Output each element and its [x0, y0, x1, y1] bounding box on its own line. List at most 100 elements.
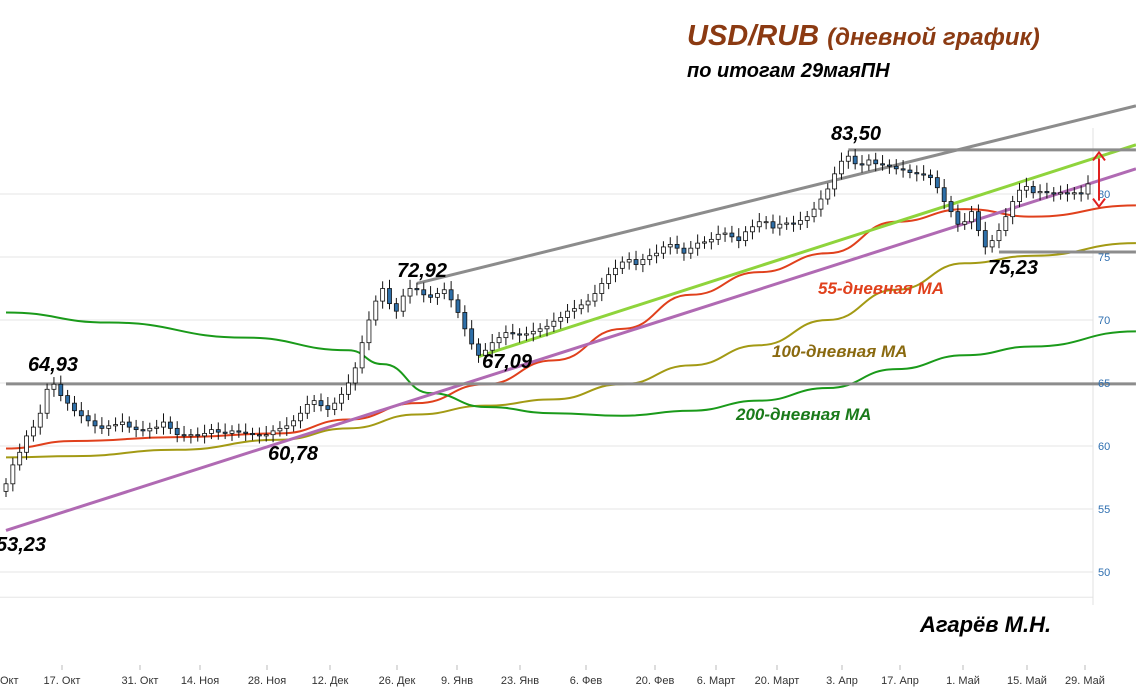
candle-down: [948, 201, 954, 213]
moving-average-lines: [5, 204, 1136, 459]
candle-down: [256, 434, 262, 437]
candle-up: [969, 211, 974, 223]
trend-lines: [5, 104, 1136, 532]
x-tick-label: 29. Май: [1065, 675, 1105, 687]
candle-down: [174, 427, 180, 436]
candle-up: [1071, 192, 1077, 195]
candle-up: [688, 247, 694, 254]
author-signature: Агарёв М.Н.: [920, 612, 1052, 637]
candle-up: [332, 402, 338, 410]
range-arrow-icon: [1092, 150, 1106, 209]
candle-down: [428, 294, 433, 298]
candle-up: [44, 388, 50, 414]
candle-up: [558, 317, 564, 322]
candle-down: [941, 187, 947, 202]
title-suffix: (дневной график): [827, 24, 1040, 51]
candle-up: [1023, 186, 1029, 191]
candle-up: [352, 367, 358, 384]
candlestick-series: [3, 149, 1091, 498]
candle-up: [1085, 183, 1091, 195]
x-tick-label: 6. Фев: [570, 675, 603, 687]
annotation-label: 67,09: [482, 351, 533, 373]
candle-up: [229, 430, 235, 434]
arrow-up-head: [1092, 150, 1106, 162]
ma-labels: 55-дневная МА 100-дневная МА 200-дневная…: [735, 279, 944, 424]
candle-up: [1058, 192, 1064, 195]
candle-up: [503, 332, 509, 339]
channel-upper-line: [416, 104, 1136, 285]
candle-down: [770, 221, 776, 229]
candle-up: [695, 242, 701, 249]
candle-down: [893, 165, 899, 170]
candle-up: [188, 434, 194, 437]
candle-up: [606, 274, 612, 284]
candle-down: [236, 430, 242, 433]
candle-up: [804, 216, 810, 221]
candle-up: [750, 226, 755, 233]
x-tick-label: 31. Окт: [122, 675, 159, 687]
candle-up: [551, 320, 557, 327]
candle-down: [78, 410, 84, 417]
candle-up: [626, 259, 632, 263]
candle-up: [578, 304, 584, 310]
price-annotations: 64,93 53,23 60,78 72,92 67,09 83,50 75,23: [0, 123, 1038, 556]
candle-up: [565, 310, 570, 318]
candle-up: [346, 382, 351, 395]
x-tick-label: 17. Апр: [881, 675, 919, 687]
candle-up: [825, 188, 831, 200]
x-tick-label: Окт: [0, 675, 19, 687]
chart-subtitle: по итогам 29маяПН: [687, 60, 890, 82]
candle-down: [72, 402, 77, 412]
candle-up: [51, 383, 57, 390]
candle-down: [250, 432, 255, 436]
candle-down: [1044, 191, 1050, 194]
candle-up: [797, 220, 803, 225]
candle-down: [215, 429, 221, 433]
annotation-label: 75,23: [988, 257, 1038, 279]
x-tick-label: 23. Янв: [501, 675, 539, 687]
candle-up: [1017, 189, 1022, 202]
title-pair: USD/RUB: [687, 20, 820, 52]
annotation-label: 64,93: [28, 354, 78, 376]
candle-up: [120, 421, 125, 425]
candle-up: [435, 293, 440, 298]
candle-up: [811, 208, 817, 218]
candle-down: [955, 211, 961, 225]
candle-up: [10, 464, 16, 485]
candle-up: [708, 238, 714, 243]
candle-up: [640, 259, 646, 265]
chart-title: USD/RUB (дневной график): [687, 20, 1040, 53]
candle-down: [736, 236, 742, 242]
candle-up: [784, 222, 790, 225]
candle-up: [161, 421, 166, 428]
candle-up: [359, 342, 365, 369]
candle-up: [647, 255, 653, 260]
annotation-label: 83,50: [831, 123, 881, 145]
candle-up: [263, 434, 269, 437]
y-tick-label: 60: [1098, 441, 1110, 453]
candle-up: [304, 404, 310, 414]
candle-up: [284, 425, 290, 429]
annotation-label: 53,23: [0, 534, 46, 556]
candle-down: [195, 434, 201, 437]
candle-up: [113, 424, 118, 427]
candle-up: [400, 295, 406, 312]
candle-down: [469, 328, 475, 345]
candle-up: [777, 223, 783, 229]
candle-down: [729, 232, 735, 238]
candle-down: [133, 426, 139, 431]
y-axis-ticks: 50 55 60 65 70 75 80: [1098, 189, 1110, 579]
x-tick-label: 1. Май: [946, 675, 980, 687]
candle-up: [482, 349, 488, 356]
x-tick-label: 17. Окт: [44, 675, 81, 687]
candle-up: [277, 427, 283, 432]
candle-down: [1065, 192, 1070, 195]
ma200-label: 200-дневная МА: [735, 405, 871, 424]
candle-down: [476, 343, 481, 356]
candle-up: [311, 400, 317, 405]
candle-up: [17, 451, 23, 466]
y-tick-label: 55: [1098, 504, 1110, 516]
candle-up: [722, 232, 728, 235]
candle-down: [393, 303, 399, 312]
candle-up: [496, 337, 502, 344]
